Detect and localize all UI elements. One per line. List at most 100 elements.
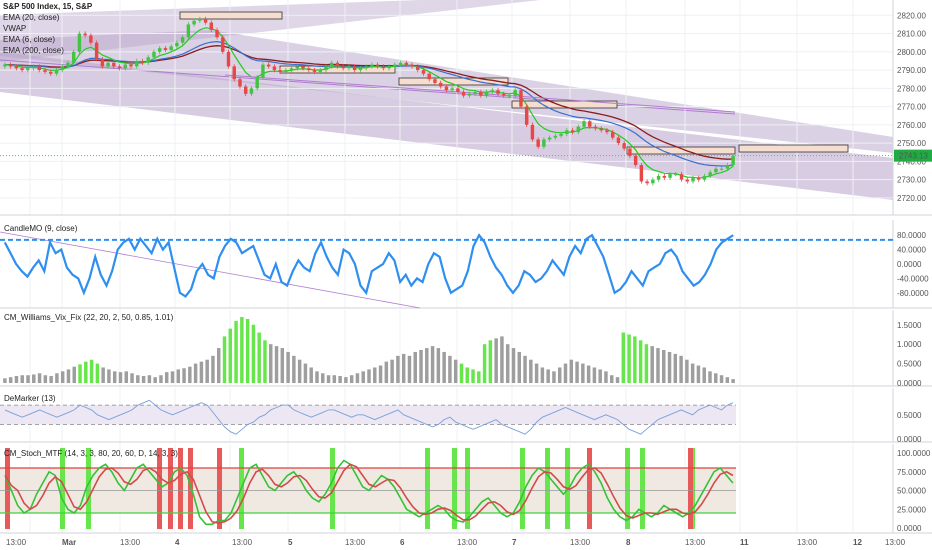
vix-tick-label: 1.5000 — [897, 321, 922, 330]
candle-body — [123, 64, 128, 69]
demarker-pane: 0.5000 0.0000 — [0, 388, 932, 444]
vix-bar — [534, 363, 539, 383]
cmo-tick-label: 0.0000 — [897, 260, 922, 269]
candle-body — [318, 70, 322, 72]
last-price-label: 2743.13 — [899, 152, 928, 161]
candle-body — [438, 82, 443, 87]
vix-bar — [690, 363, 695, 383]
cmo-tick-label: -40.0000 — [897, 274, 929, 283]
vix-bar — [251, 324, 256, 383]
vix-bar — [32, 374, 36, 383]
candle-body — [393, 64, 397, 67]
vix-bar — [453, 359, 458, 383]
candle-body — [272, 66, 277, 71]
cmo-line — [3, 233, 734, 298]
vix-bar — [621, 332, 626, 383]
candle-body — [542, 139, 546, 147]
candle-body — [192, 20, 196, 25]
vix-bar — [731, 379, 735, 383]
candle-body — [60, 66, 64, 71]
candle-body — [261, 64, 265, 78]
vix-bar — [644, 344, 649, 383]
vix-bar — [188, 366, 192, 383]
candle-body — [381, 66, 386, 69]
vix-bar — [245, 318, 250, 383]
vix-tick-label: 0.5000 — [897, 360, 922, 369]
vix-bar — [14, 376, 19, 383]
vix-bar — [89, 359, 94, 383]
candle-body — [135, 60, 139, 67]
candle-body — [364, 66, 368, 69]
vix-bar — [274, 346, 279, 383]
stoch-buy-column — [330, 448, 335, 529]
price-tick-label: 2720.00 — [897, 194, 926, 203]
price-tick-label: 2820.00 — [897, 11, 926, 20]
vix-bar — [384, 361, 389, 383]
vix-bar — [581, 363, 585, 383]
vix-bar — [26, 375, 30, 383]
candle-body — [708, 172, 712, 176]
legend-ema200: EMA (200, close) — [3, 46, 64, 55]
candle-body — [444, 86, 449, 91]
vix-bar — [107, 369, 111, 383]
vix-bar — [349, 375, 354, 383]
candle-body — [358, 68, 363, 71]
candle-body — [656, 175, 661, 180]
time-tick-label: 13:00 — [685, 538, 706, 547]
stoch-sell-column — [5, 448, 10, 529]
time-tick-label: 4 — [175, 538, 180, 547]
vix-bar — [638, 340, 643, 383]
resistance-zone — [179, 11, 283, 20]
candle-body — [83, 33, 87, 36]
candle-body — [599, 128, 603, 131]
candle-body — [66, 62, 70, 67]
vix-bar — [407, 355, 412, 383]
candle-body — [530, 124, 535, 140]
candle-body — [129, 64, 133, 67]
resistance-zone — [398, 77, 509, 86]
vix-bar — [552, 371, 556, 383]
vix-bar — [84, 361, 88, 383]
vix-bar — [488, 340, 493, 383]
candle-body — [536, 139, 540, 147]
vix-bar — [37, 373, 42, 383]
vix-bar — [373, 367, 377, 383]
candle-body — [278, 70, 282, 72]
stoch-pane: 100.0000 75.0000 50.0000 25.0000 0.0000 — [0, 444, 932, 534]
vix-bar — [430, 346, 435, 383]
candle-body — [54, 70, 59, 74]
candle-body — [186, 24, 191, 38]
candle-body — [341, 66, 345, 69]
candle-body — [370, 64, 374, 67]
candle-body — [576, 126, 581, 133]
stoch-tick-label: 25.0000 — [897, 505, 926, 514]
candle-body — [645, 181, 649, 184]
vix-bar — [78, 364, 82, 383]
vix-bar — [436, 348, 441, 383]
stoch-buy-column — [86, 448, 91, 529]
stoch-tick-label: 50.0000 — [897, 487, 926, 496]
price-tick-label: 2740.00 — [897, 157, 926, 166]
vix-bar — [130, 373, 134, 383]
vix-bar — [569, 359, 574, 383]
candle-body — [524, 106, 529, 125]
candle-body — [484, 91, 489, 96]
candle-body — [255, 77, 259, 89]
candle-body — [301, 66, 305, 69]
candle-body — [226, 51, 231, 67]
candle-body — [232, 66, 236, 80]
cmo-title: CandleMO (9, close) — [4, 224, 78, 233]
time-tick-label: 13:00 — [120, 538, 141, 547]
price-tick-label: 2800.00 — [897, 48, 926, 57]
vix-bar — [557, 367, 562, 383]
stoch-sell-column — [178, 448, 183, 529]
time-tick-label: 5 — [288, 538, 293, 547]
candle-body — [616, 137, 621, 144]
candle-body — [502, 93, 506, 96]
candle-body — [203, 18, 208, 23]
candle-body — [335, 62, 340, 67]
vix-bar — [465, 367, 469, 383]
candle-body — [421, 70, 426, 74]
demarker-tick-label: 0.5000 — [897, 411, 922, 420]
time-tick-label: 13:00 — [6, 538, 27, 547]
